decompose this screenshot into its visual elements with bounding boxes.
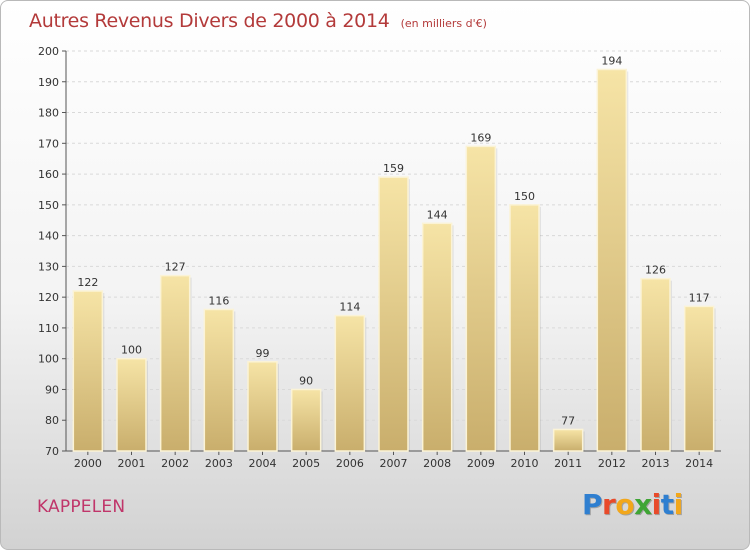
title-unit: (en milliers d'€) [400, 17, 487, 30]
bar [116, 357, 147, 452]
x-tick-label: 2004 [249, 457, 277, 470]
x-tick-label: 2013 [642, 457, 670, 470]
y-tick-label: 150 [38, 199, 59, 212]
place-name: KAPPELEN [37, 497, 126, 517]
bar-value-label: 77 [561, 414, 575, 427]
logo-letter: i [673, 488, 684, 521]
bar-value-label: 159 [383, 162, 404, 175]
x-tick-label: 2012 [598, 457, 626, 470]
bar-value-label: 117 [689, 291, 710, 304]
x-tick-label: 2008 [423, 457, 451, 470]
logo-letter: r [602, 488, 616, 521]
x-tick-label: 2010 [511, 457, 539, 470]
bar-value-label: 127 [165, 261, 186, 274]
y-tick-label: 110 [38, 322, 59, 335]
bar-value-label: 100 [121, 344, 142, 357]
bar-value-label: 126 [645, 264, 666, 277]
bar [552, 428, 584, 452]
bar [378, 176, 409, 452]
bar [203, 308, 235, 452]
y-tick-label: 70 [45, 445, 59, 458]
bar-value-label: 122 [77, 276, 98, 289]
bar [509, 204, 540, 452]
bar [290, 388, 322, 452]
bar [465, 145, 497, 452]
title-main: Autres Revenus Divers de 2000 à 2014 [29, 10, 390, 32]
logo-letter: i [651, 488, 662, 521]
bar [334, 314, 366, 452]
x-tick-label: 2006 [336, 457, 364, 470]
chart-title: Autres Revenus Divers de 2000 à 2014 (en… [29, 10, 487, 32]
y-tick-label: 190 [38, 76, 59, 89]
y-tick-label: 170 [38, 137, 59, 150]
logo-letter: x [634, 488, 652, 521]
logo-letter: o [615, 488, 635, 521]
x-tick-label: 2003 [205, 457, 233, 470]
y-tick-label: 200 [38, 45, 59, 58]
y-tick-label: 130 [38, 260, 59, 273]
bar-value-label: 114 [339, 301, 360, 314]
labels: 7080901001101201301401501601701801902001… [38, 45, 713, 470]
bar-value-label: 150 [514, 190, 535, 203]
y-tick-label: 140 [38, 230, 59, 243]
x-tick-label: 2014 [685, 457, 713, 470]
y-tick-label: 80 [45, 414, 59, 427]
bar-value-label: 169 [470, 131, 491, 144]
bar-value-label: 144 [427, 208, 448, 221]
bar [72, 290, 104, 452]
bar [596, 68, 628, 452]
bar [421, 222, 453, 452]
y-tick-label: 180 [38, 107, 59, 120]
x-tick-label: 2007 [380, 457, 408, 470]
bar [683, 305, 715, 452]
bar-value-label: 116 [208, 294, 229, 307]
x-tick-label: 2000 [74, 457, 102, 470]
bar-value-label: 99 [256, 347, 270, 360]
y-tick-label: 100 [38, 353, 59, 366]
x-tick-label: 2001 [118, 457, 146, 470]
x-tick-label: 2005 [292, 457, 320, 470]
x-tick-label: 2009 [467, 457, 495, 470]
bar [159, 274, 191, 452]
y-tick-label: 120 [38, 291, 59, 304]
bars [72, 68, 716, 452]
proxiti-logo[interactable]: Proxiti [582, 488, 683, 521]
logo-letter: t [660, 488, 674, 521]
bar [640, 277, 671, 452]
x-tick-label: 2002 [161, 457, 189, 470]
x-tick-label: 2011 [554, 457, 582, 470]
bar [247, 361, 278, 452]
y-tick-label: 160 [38, 168, 59, 181]
bar-value-label: 194 [601, 54, 622, 67]
y-tick-label: 90 [45, 383, 59, 396]
bar-value-label: 90 [299, 374, 313, 387]
logo-letter: P [582, 488, 603, 521]
